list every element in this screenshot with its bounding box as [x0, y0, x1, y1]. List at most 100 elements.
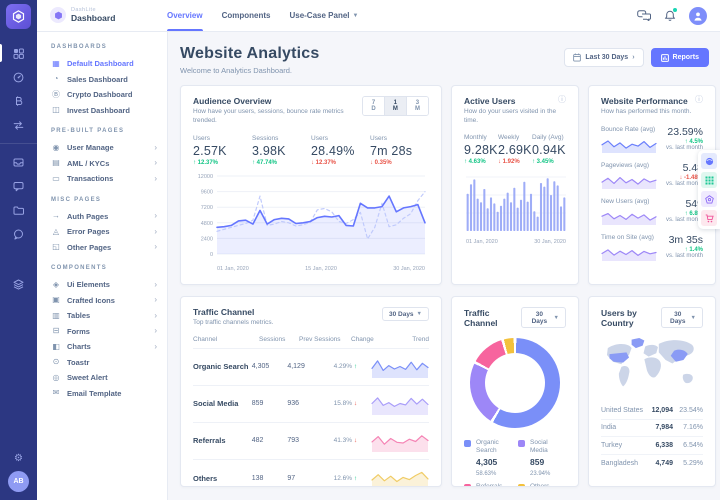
sidebar-item[interactable]: ◈ Ui Elements ›: [51, 277, 167, 293]
sidebar-item[interactable]: ◬ Error Pages ›: [51, 224, 167, 240]
range-dropdown[interactable]: 30 Days ▼: [521, 307, 566, 328]
rail-exchange-icon[interactable]: [0, 113, 37, 137]
stat-label: Sessions: [252, 134, 279, 142]
sidebar-item-label: Tables: [67, 311, 91, 321]
chevron-right-icon: ›: [154, 173, 157, 183]
delta-value: ↑ 6.8%: [684, 210, 703, 217]
sidebar-item[interactable]: ◫ Invest Dashboard: [51, 103, 167, 119]
stat-label: Monthly: [464, 133, 487, 141]
sidebar-item-label: Other Pages: [67, 242, 112, 252]
rail-divider: [0, 143, 37, 144]
svg-text:2400: 2400: [201, 236, 213, 242]
sidebar-item[interactable]: ◧ Charts ›: [51, 339, 167, 355]
sidebar-item[interactable]: ◔ Sales Dashboard: [51, 72, 167, 88]
column-header: Change: [351, 335, 374, 343]
cart-icon[interactable]: [701, 210, 717, 226]
chevron-right-icon: ›: [154, 226, 157, 236]
info-circle-icon[interactable]: ⓘ: [558, 95, 566, 104]
icons-icon: ▣: [52, 295, 60, 305]
audience-stat: Sessions 3.98K ↑ 47.74%: [252, 135, 311, 166]
sidebar-item[interactable]: ✉ Email Template: [51, 386, 167, 402]
metric-label: New Users (avg): [601, 197, 650, 205]
brand[interactable]: DashLite Dashboard: [37, 7, 167, 24]
svg-text:9600: 9600: [201, 189, 213, 195]
prev-sessions-value: 4,129: [287, 363, 305, 371]
metric-values: 23.59% ↑ 4.5% vs. last month: [666, 126, 703, 151]
topnav-tab[interactable]: Use-Case Panel ▼: [289, 0, 358, 31]
rail-crypto-bitcoin-icon[interactable]: [0, 89, 37, 113]
card-subtitle: How have your users, sessions, bounce ra…: [193, 108, 344, 124]
column-header: Trend: [412, 335, 429, 343]
rail-avatar[interactable]: AB: [8, 471, 29, 492]
trend-sparkline: [371, 429, 429, 453]
sidebar-item-label: Default Dashboard: [67, 59, 134, 69]
sidebar-section-title: DASHBOARDS: [51, 44, 108, 50]
rail-chat-square-icon[interactable]: [0, 174, 37, 198]
performance-row: Bounce Rate (avg) 23.59% ↑ 4.5% vs. last mo…: [601, 126, 703, 154]
rail-layers-icon[interactable]: [0, 272, 37, 296]
range-dropdown[interactable]: 30 Days ▼: [381, 307, 429, 321]
info-circle-icon[interactable]: ⓘ: [695, 95, 703, 104]
range-tab[interactable]: 3 M: [405, 97, 429, 115]
sidebar-item[interactable]: → Auth Pages ›: [51, 209, 167, 225]
range-tab[interactable]: 7 D: [363, 97, 384, 115]
sidebar-item[interactable]: ▭ Transactions ›: [51, 171, 167, 187]
reports-button[interactable]: Reports: [650, 48, 709, 67]
chevron-down-icon: ▼: [416, 311, 422, 317]
bell-icon[interactable]: [664, 7, 677, 22]
range-tab[interactable]: 1 M: [383, 97, 406, 115]
table-row: Referrals 482 793 41.3% ↓: [193, 423, 429, 460]
range-dropdown[interactable]: 30 Days ▼: [661, 307, 703, 328]
stat-delta: ↑ 12.37%: [193, 159, 219, 166]
traffic-channel-table-card: Traffic Channel Top traffic channels met…: [180, 296, 442, 487]
rail-sales-gauge-icon[interactable]: [0, 65, 37, 89]
topnav-tab[interactable]: Overview: [167, 0, 203, 31]
rail-settings-gear-icon[interactable]: ⚙: [14, 453, 23, 464]
table-row: Social Media 859 936 15.8% ↓: [193, 386, 429, 423]
stat-delta: ↑ 47.74%: [252, 159, 278, 166]
stat-label: Users: [311, 134, 328, 142]
column-header: Channel: [193, 335, 218, 343]
sidebar-item[interactable]: ▤ AML / KYCs ›: [51, 156, 167, 172]
mail-icon: ✉: [52, 388, 60, 398]
sidebar-item[interactable]: ▥ Tables ›: [51, 308, 167, 324]
delta-note: vs. last month: [665, 216, 703, 223]
rail-folder-icon[interactable]: [0, 198, 37, 222]
stat-value: 28.49%: [311, 143, 355, 158]
sidebar-item[interactable]: ▣ Crafted Icons ›: [51, 293, 167, 309]
polygon-settings-icon[interactable]: [701, 191, 717, 207]
brand-name: DashLite: [71, 7, 96, 14]
metric-sparkline: [601, 136, 657, 154]
sidebar-item-label: Crafted Icons: [67, 295, 115, 305]
country-name: Turkey: [601, 441, 623, 449]
theme-ball-icon[interactable]: [701, 153, 717, 169]
stat-delta: ↑ 4.63%: [464, 158, 486, 165]
audience-stats: Users 2.57K ↑ 12.37% Sessions 3.98K ↑ 47.74% U…: [193, 135, 429, 166]
country-row: Bangladesh 4,749 5.29%: [601, 455, 703, 473]
delta-value: ↓ -1.48%: [679, 174, 703, 181]
rail-message-circle-icon[interactable]: [0, 222, 37, 246]
rail-dashboards-icon[interactable]: [0, 41, 37, 65]
apps-grid-icon[interactable]: [701, 172, 717, 188]
delta-value: ↑ 4.5%: [684, 138, 703, 145]
channel-name: Organic Search: [193, 362, 249, 372]
sidebar-item[interactable]: ◱ Other Pages ›: [51, 240, 167, 256]
country-users: 12,094: [651, 406, 673, 414]
sidebar-item[interactable]: ◎ Sweet Alert: [51, 370, 167, 386]
sidebar-item[interactable]: ⊙ Toastr: [51, 355, 167, 371]
sidebar-item[interactable]: ◉ User Manage ›: [51, 140, 167, 156]
chat-bubbles-icon[interactable]: [637, 10, 651, 21]
svg-text:12000: 12000: [198, 174, 213, 180]
date-range-button[interactable]: Last 30 Days ›: [564, 48, 644, 67]
topnav-tab[interactable]: Components: [222, 0, 271, 31]
invest-icon: ◫: [52, 105, 60, 115]
sidebar-item[interactable]: Ⓑ Crypto Dashboard: [51, 87, 167, 103]
sidebar-item[interactable]: ▦ Default Dashboard: [51, 56, 167, 72]
legend-label: Organic Search: [476, 439, 499, 455]
user-avatar-icon[interactable]: [689, 6, 707, 25]
brand-logo-tile[interactable]: [6, 4, 31, 29]
sidebar-item[interactable]: ⊟ Forms ›: [51, 324, 167, 340]
rail-inbox-icon[interactable]: [0, 150, 37, 174]
error-icon: ◬: [52, 226, 60, 236]
sidebar-item-label: Ui Elements: [67, 280, 110, 290]
